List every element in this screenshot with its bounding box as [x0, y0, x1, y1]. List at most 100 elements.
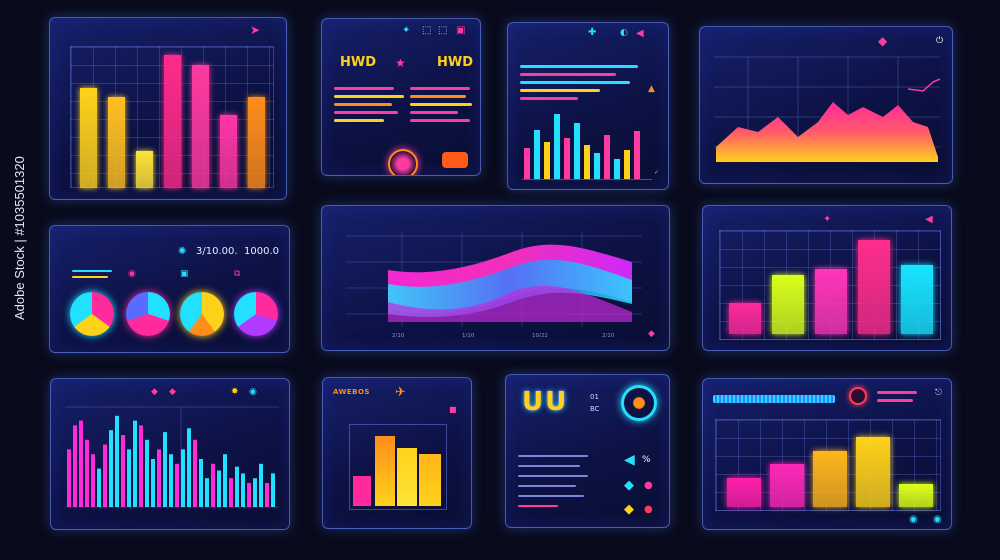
bar: [397, 448, 417, 506]
alert-button[interactable]: [849, 387, 867, 405]
histogram-bar-15: [151, 459, 155, 507]
wave-chart-panel: 2/10 1/10 10/22 2/10 ◆: [321, 205, 670, 351]
bar-8: [594, 153, 600, 179]
exit-icon[interactable]: ⎋: [935, 388, 943, 398]
gear-icon[interactable]: ✺: [178, 246, 187, 257]
histogram-panel: ◆ ◆ ✸ ◉: [50, 378, 290, 530]
histogram-bar-21: [187, 428, 191, 507]
arrow-left-icon[interactable]: ◀: [636, 28, 644, 39]
red-dot-icon[interactable]: ●: [644, 504, 653, 515]
text-line: [518, 495, 584, 497]
bookmark-icon[interactable]: ⬚: [422, 25, 432, 36]
stripe: [520, 73, 616, 76]
image-icon[interactable]: ▣: [456, 25, 466, 36]
logo-text: UU: [522, 387, 569, 417]
stripe: [334, 103, 392, 106]
bar-chart-panel-4: AWEBOS ✈ ■: [322, 377, 472, 529]
sparkle-icon[interactable]: ✦: [823, 214, 832, 225]
percent-label: %: [642, 455, 651, 465]
histogram-bar-18: [169, 454, 173, 507]
bar-5: [564, 138, 570, 179]
histogram-bar-23: [199, 459, 203, 507]
stripe: [334, 95, 404, 98]
bar-chart-panel-5: ⎋ ◉ ◉: [702, 378, 952, 530]
cyan-diamond-icon[interactable]: ◆: [624, 478, 634, 493]
star-icon: ★: [395, 56, 406, 70]
stripe: [72, 276, 108, 278]
progress-stripe: [713, 395, 835, 403]
star-icon[interactable]: ◆: [151, 387, 158, 397]
yellow-diamond-icon[interactable]: ◆: [624, 502, 634, 517]
bell-icon[interactable]: ✸: [231, 387, 239, 397]
bar-2: [534, 130, 540, 179]
histogram-bar-19: [175, 463, 179, 507]
bar-3: [815, 269, 847, 334]
chart-frame: [349, 424, 447, 510]
histogram-bar-4: [85, 439, 89, 507]
histogram-bar-16: [157, 449, 161, 507]
diamond-icon[interactable]: ◆: [878, 34, 888, 48]
power-icon[interactable]: ⏻: [936, 36, 944, 46]
histogram-bar-7: [103, 444, 107, 507]
bar-6: [574, 123, 580, 179]
x-tick-label: 2/10: [392, 333, 405, 339]
stripe: [410, 111, 458, 114]
x-tick-label: 10/22: [532, 333, 548, 339]
histogram-bar-22: [193, 439, 197, 507]
action-button[interactable]: [442, 152, 468, 168]
power-knob[interactable]: [388, 149, 418, 175]
light-icon[interactable]: ◉: [249, 387, 257, 397]
close-icon[interactable]: ■: [449, 405, 457, 414]
target-button[interactable]: [621, 385, 657, 421]
settings-icon[interactable]: ◐: [620, 28, 628, 38]
bar-1: [524, 148, 530, 179]
histogram-bar-12: [133, 420, 137, 507]
stripe: [410, 87, 470, 90]
bar: [375, 436, 395, 506]
histogram-bar-5: [91, 454, 95, 507]
histogram-bar-20: [181, 449, 185, 507]
histogram-bar-32: [253, 478, 257, 507]
histogram-bar-9: [115, 415, 119, 507]
value-b: 1000.0: [244, 246, 279, 257]
histogram-bar-31: [247, 483, 251, 507]
x-tick-label: 1/10: [462, 333, 475, 339]
stripe: [877, 399, 913, 402]
diamond-icon[interactable]: ◆: [648, 329, 655, 339]
gauge-1: [70, 292, 114, 336]
cyan-toggle-icon[interactable]: ◉: [909, 514, 918, 525]
histogram-bar-17: [163, 432, 167, 507]
bar-5: [192, 65, 209, 188]
bar-1: [80, 88, 97, 188]
bar-10: [614, 159, 620, 179]
arrow-icon[interactable]: ◀: [925, 214, 933, 225]
cursor-icon[interactable]: ◉: [128, 269, 136, 279]
play-left-icon[interactable]: ◀: [624, 452, 635, 468]
link-icon[interactable]: ⧉: [234, 269, 241, 279]
cyan-toggle-icon-2[interactable]: ◉: [933, 514, 942, 525]
text-line: [518, 455, 588, 457]
arrow-icon[interactable]: ➤: [250, 23, 261, 37]
histogram-bar-11: [127, 449, 131, 507]
bookmark-icon-2[interactable]: ⬚: [438, 25, 448, 36]
area-series: [716, 102, 938, 162]
hwd-card-panel: ✦ ⬚ ⬚ ▣ HWD ★ HWD: [321, 18, 481, 176]
bar-11: [624, 150, 630, 179]
plus-icon[interactable]: ✚: [588, 27, 597, 38]
pink-dot-icon[interactable]: ●: [644, 480, 653, 491]
bar-3: [813, 451, 847, 507]
wave-chart: [346, 232, 642, 327]
area-chart: [714, 56, 941, 162]
histogram-bar-26: [217, 470, 221, 507]
star-icon-2[interactable]: ◆: [169, 387, 176, 397]
ribbon-icon[interactable]: ✦: [402, 25, 411, 36]
bird-icon[interactable]: ✈: [395, 385, 406, 400]
bar-3: [136, 151, 153, 188]
screen-icon[interactable]: ▣: [180, 269, 189, 279]
histogram-bar-25: [211, 463, 215, 507]
histogram-bar-35: [271, 473, 275, 507]
bar-9: [604, 135, 610, 179]
stripe: [520, 65, 638, 68]
histogram-bar-28: [229, 478, 233, 507]
histogram-bar-2: [73, 425, 77, 507]
